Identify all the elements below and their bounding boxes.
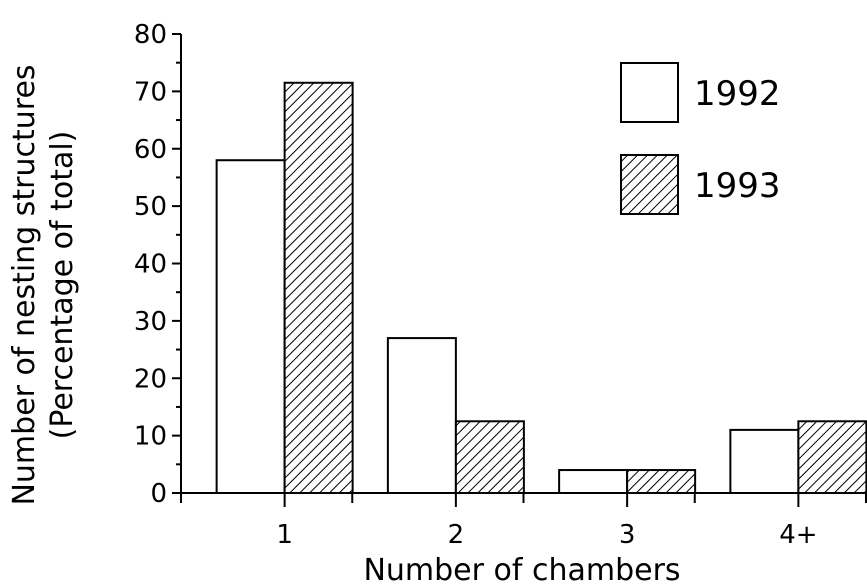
bar-1992-4+ [729,428,800,495]
y-tick-label: 50 [134,192,167,222]
legend-swatch-1992 [620,62,679,123]
y-tick-label: 40 [134,250,167,280]
y-tick-label: 70 [134,77,167,107]
bar-1993-4+ [797,420,867,494]
x-tick-label: 3 [619,520,636,550]
bar-1993-1 [283,81,354,495]
bar-1993-2 [454,420,525,494]
legend: 1992 1993 [620,62,781,215]
bars [215,81,867,495]
y-tick-label: 60 [134,135,167,165]
bar-1992-3 [558,469,629,494]
y-tick-label: 30 [134,307,167,337]
y-axis-title-line2: (Percentage of total) [45,131,80,440]
x-tick-label: 1 [276,520,293,550]
legend-label-1992: 1992 [694,74,781,114]
x-axis-title: Number of chambers [363,553,680,587]
y-tick-label: 80 [134,20,167,50]
bar-1993-3 [626,469,697,494]
legend-swatch-1993 [620,154,679,215]
x-tick-label: 4+ [779,520,817,550]
y-tick-label: 20 [134,364,167,394]
x-tick-label: 2 [448,520,465,550]
y-tick-label: 10 [134,422,167,452]
bar-1992-2 [386,337,457,494]
y-axis-title-line1: Number of nesting structures [7,64,42,505]
legend-label-1993: 1993 [694,166,781,206]
y-axis: 0 10 20 30 40 50 60 70 80 [134,20,182,509]
x-axis: 1 2 3 4+ [180,492,867,550]
bar-1992-1 [215,159,286,494]
y-tick-label: 0 [150,479,167,509]
